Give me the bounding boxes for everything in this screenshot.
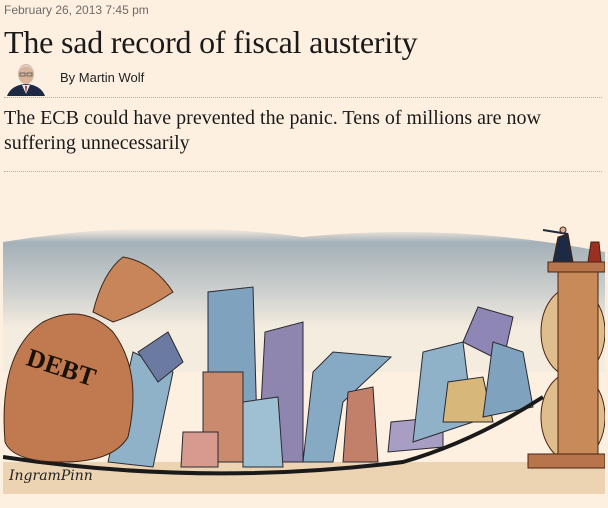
- author-avatar[interactable]: [5, 61, 47, 96]
- article-standfirst: The ECB could have prevented the panic. …: [4, 107, 541, 154]
- author-byline[interactable]: By Martin Wolf: [60, 70, 145, 85]
- article-illustration: DEBT IngramPinn: [2, 212, 606, 497]
- divider: [4, 97, 602, 98]
- bending-sheet: [2, 395, 545, 476]
- press-jack-icon: [527, 226, 606, 469]
- article-date: February 26, 2013 7:45 pm: [4, 3, 149, 17]
- sky-clouds: [3, 228, 605, 372]
- buildings: [107, 286, 534, 468]
- divider: [4, 171, 602, 172]
- debt-bag-icon: DEBT: [3, 256, 174, 463]
- artist-signature: IngramPinn: [8, 468, 93, 484]
- article-title: The sad record of fiscal austerity: [4, 24, 418, 60]
